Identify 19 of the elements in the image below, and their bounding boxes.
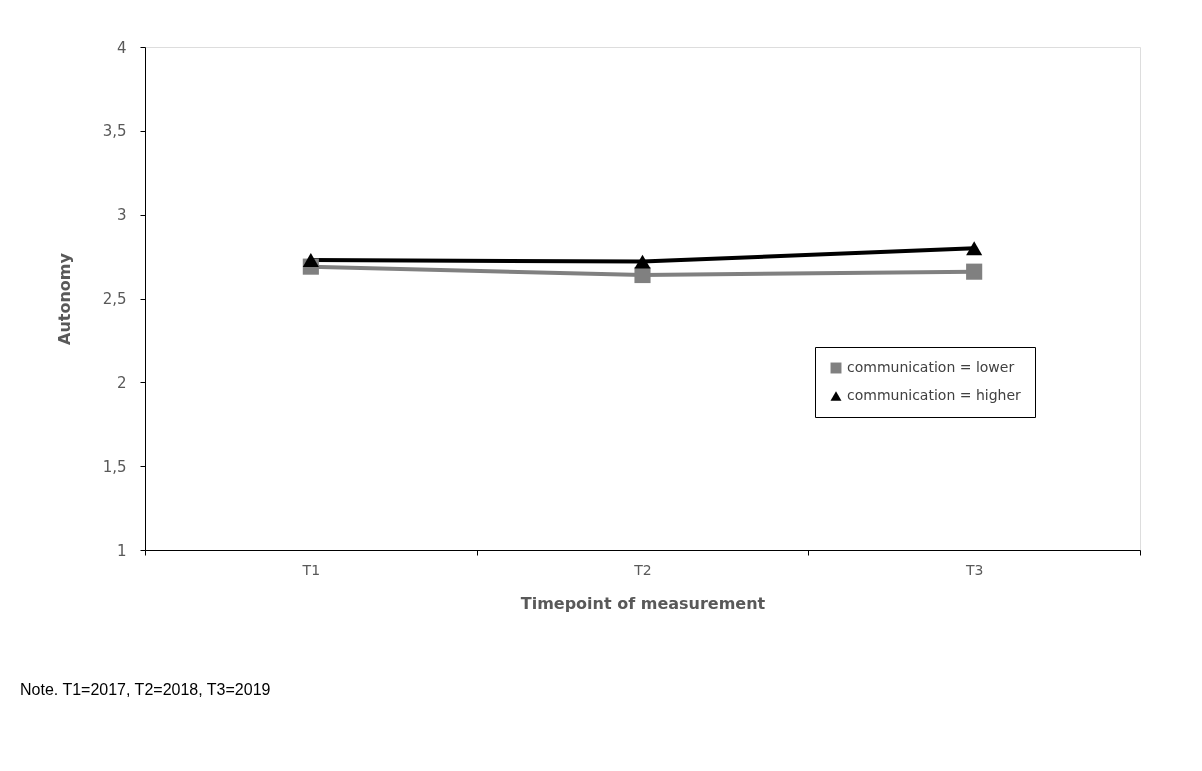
y-tick-label: 1 [116,541,127,560]
y-tick-label: 3 [116,206,127,225]
point [634,254,651,269]
y-tick-label: 4 [116,38,127,57]
y-tick-label: 2,5 [102,290,127,308]
point [966,241,983,256]
y-axis-title: Autonomy [54,252,74,345]
legend-label: communication = higher [847,387,1022,403]
x-tick-label: T1 [301,561,321,578]
y-tick-label: 2 [116,373,127,392]
y-tick-label: 1,5 [102,457,127,476]
x-tick-label: T3 [964,561,984,578]
x-tick-label: T2 [633,561,652,578]
x-axis-title: Timepoint of measurement [520,593,766,613]
y-tick-label: 3,5 [102,122,127,141]
text: Note. T1=2017, T2=2018, T3=2019 [20,681,271,698]
point [302,252,319,267]
legend-label: communication = lower [847,359,1015,375]
point [966,263,983,280]
